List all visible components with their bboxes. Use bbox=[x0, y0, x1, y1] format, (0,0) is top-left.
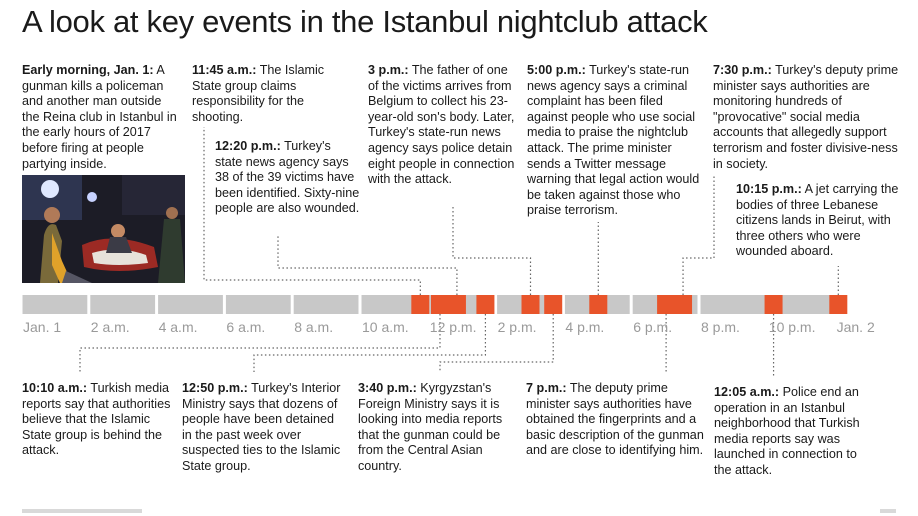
tick-label: 6 p.m. bbox=[633, 319, 672, 335]
event-time: 3 p.m.: bbox=[368, 63, 409, 77]
event-marker bbox=[829, 295, 848, 314]
event-marker bbox=[764, 295, 783, 314]
connector-line bbox=[253, 314, 487, 372]
event-1250pm: 12:50 p.m.: Turkey's Interior Ministry s… bbox=[182, 381, 342, 475]
timeline-segment bbox=[90, 295, 156, 314]
tick-label: Jan. 1 bbox=[23, 319, 61, 335]
tick-label: 10 p.m. bbox=[769, 319, 816, 335]
connector-line bbox=[682, 176, 715, 295]
event-text: The father of one of the victims arrives… bbox=[368, 63, 515, 187]
event-time: 10:15 p.m.: bbox=[736, 182, 802, 196]
event-marker bbox=[544, 295, 563, 314]
event-text: Turkish media reports say that authoriti… bbox=[22, 381, 171, 458]
tick-label: 2 p.m. bbox=[498, 319, 537, 335]
event-time: 12:20 p.m.: bbox=[215, 139, 281, 153]
event-text: The Islamic State group claims responsib… bbox=[192, 63, 325, 124]
event-marker bbox=[521, 295, 540, 314]
event-time: Early morning, Jan. 1: bbox=[22, 63, 154, 77]
event-marker bbox=[411, 295, 430, 314]
event-text: Police end an operation in an Istanbul n… bbox=[714, 385, 860, 477]
credit-line bbox=[22, 509, 142, 513]
event-marker bbox=[589, 295, 608, 314]
event-340pm: 3:40 p.m.: Kyrgyzstan's Foreign Ministry… bbox=[358, 381, 518, 475]
event-time: 12:05 a.m.: bbox=[714, 385, 780, 399]
event-730pm: 7:30 p.m.: Turkey's deputy prime ministe… bbox=[713, 63, 905, 172]
connector-line bbox=[203, 127, 421, 295]
event-marker bbox=[657, 295, 676, 314]
event-1015pm: 10:15 p.m.: A jet carrying the bodies of… bbox=[736, 182, 906, 260]
connector-line bbox=[277, 236, 458, 295]
tick-label: 8 p.m. bbox=[701, 319, 740, 335]
credit-mark bbox=[880, 509, 896, 513]
event-text: A gunman kills a policeman and another m… bbox=[22, 63, 177, 171]
event-7pm: 7 p.m.: The deputy prime minister says a… bbox=[526, 381, 704, 459]
tick-label: 12 p.m. bbox=[430, 319, 477, 335]
connector-line bbox=[452, 207, 532, 295]
event-1145am: 11:45 a.m.: The Islamic State group clai… bbox=[192, 63, 342, 125]
event-text: Turkey's state news agency says 38 of th… bbox=[215, 139, 360, 216]
event-early-morning: Early morning, Jan. 1: A gunman kills a … bbox=[22, 63, 182, 172]
connector-lines bbox=[79, 127, 839, 376]
tick-label: 8 a.m. bbox=[294, 319, 333, 335]
timeline-segment bbox=[158, 295, 223, 314]
page-title: A look at key events in the Istanbul nig… bbox=[22, 4, 708, 39]
event-marker bbox=[430, 295, 449, 314]
event-1205am: 12:05 a.m.: Police end an operation in a… bbox=[714, 385, 870, 479]
event-text: Turkey's state-run news agency says a cr… bbox=[527, 63, 700, 218]
event-text: Kyrgyzstan's Foreign Ministry says it is… bbox=[358, 381, 503, 473]
event-time: 11:45 a.m.: bbox=[192, 63, 257, 77]
tick-label: 4 a.m. bbox=[159, 319, 198, 335]
timeline-segment bbox=[768, 295, 834, 314]
event-marker bbox=[447, 295, 466, 314]
event-text: Turkey's Interior Ministry says that doz… bbox=[182, 381, 341, 473]
timeline-segment bbox=[361, 295, 427, 314]
tick-label: 10 a.m. bbox=[362, 319, 409, 335]
event-500pm: 5:00 p.m.: Turkey's state-run news agenc… bbox=[527, 63, 705, 219]
event-time: 5:00 p.m.: bbox=[527, 63, 586, 77]
timeline-segment bbox=[225, 295, 291, 314]
event-1010am: 10:10 a.m.: Turkish media reports say th… bbox=[22, 381, 172, 459]
timeline-segment bbox=[22, 295, 88, 314]
event-text: Turkey's deputy prime minister says auth… bbox=[713, 63, 899, 171]
event-text: A jet carrying the bodies of three Leban… bbox=[736, 182, 899, 259]
news-photo bbox=[22, 175, 185, 283]
event-marker bbox=[674, 295, 693, 314]
event-time: 10:10 a.m.: bbox=[22, 381, 88, 395]
event-time: 3:40 p.m.: bbox=[358, 381, 417, 395]
tick-label: 2 a.m. bbox=[91, 319, 130, 335]
event-1220pm: 12:20 p.m.: Turkey's state news agency s… bbox=[215, 139, 361, 217]
timeline-segment bbox=[700, 295, 766, 314]
event-time: 7:30 p.m.: bbox=[713, 63, 772, 77]
time-axis-labels: Jan. 1 2 a.m. 4 a.m. 6 a.m. 8 a.m. 10 a.m. 12 … bbox=[23, 319, 875, 335]
event-time: 12:50 p.m.: bbox=[182, 381, 248, 395]
tick-label: 6 a.m. bbox=[226, 319, 265, 335]
connector-line bbox=[79, 314, 441, 372]
tick-label: 4 p.m. bbox=[565, 319, 604, 335]
connector-line bbox=[439, 314, 554, 372]
event-3pm: 3 p.m.: The father of one of the victims… bbox=[368, 63, 520, 188]
tick-label: Jan. 2 bbox=[837, 319, 875, 335]
event-text: The deputy prime minister says authoriti… bbox=[526, 381, 704, 458]
event-time: 7 p.m.: bbox=[526, 381, 567, 395]
event-markers bbox=[411, 295, 848, 314]
timeline-segment bbox=[293, 295, 359, 314]
event-marker bbox=[476, 295, 495, 314]
